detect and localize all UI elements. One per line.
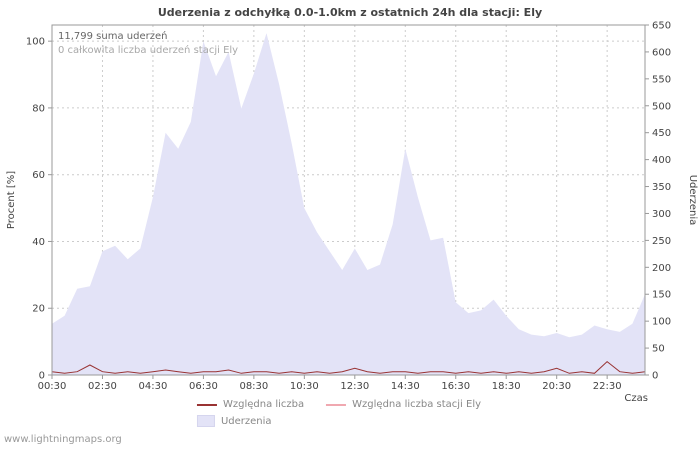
legend-label-relative: Względna liczba: [222, 399, 305, 410]
legend-row-lines: Względna liczba Względna liczba stacji E…: [196, 399, 503, 410]
left-tick-label: 100: [26, 37, 45, 48]
x-tick-label: 18:30: [492, 381, 521, 392]
relative-line-series: [51, 360, 646, 374]
strikes-area-series: [52, 33, 645, 375]
chart-legend: Względna liczba Względna liczba stacji E…: [196, 399, 503, 427]
x-axis-title: Czas: [624, 393, 648, 404]
x-tick-label: 04:30: [139, 381, 168, 392]
left-tick-label: 40: [32, 237, 45, 248]
plot-border: [51, 24, 646, 376]
right-tick-label: 600: [652, 47, 671, 58]
x-tick-label: 00:30: [38, 381, 67, 392]
station-total-annotation: 0 całkowita liczba uderzeń stacji Ely: [58, 45, 239, 56]
watermark-link[interactable]: www.lightningmaps.org: [4, 434, 122, 445]
legend-row-area: Uderzenia: [196, 415, 294, 427]
right-tick-label: 50: [652, 344, 665, 355]
relative-station-line-swatch: [326, 403, 347, 406]
left-tick-label: 20: [32, 304, 45, 315]
right-tick-label: 550: [652, 74, 671, 85]
x-tick-label: 06:30: [189, 381, 218, 392]
right-tick-label: 250: [652, 236, 671, 247]
x-tick-label: 16:30: [441, 381, 470, 392]
right-tick-label: 400: [652, 155, 671, 166]
x-tick-label: 14:30: [391, 381, 420, 392]
total-strikes-annotation: 11,799 suma uderzeń: [58, 31, 168, 42]
x-tick-label: 02:30: [88, 381, 117, 392]
x-tick-label: 20:30: [542, 381, 571, 392]
left-tick-label: 60: [32, 170, 45, 181]
strikes-area-swatch: [196, 415, 215, 427]
chart-title: Uderzenia z odchyłką 0.0-1.0km z ostatni…: [157, 6, 543, 19]
relative-line-swatch: [196, 403, 217, 406]
right-tick-label: 650: [652, 21, 671, 32]
legend-label-relative-station: Względna liczba stacji Ely: [352, 399, 482, 410]
left-tick-label: 80: [32, 103, 45, 114]
x-tick-label: 12:30: [340, 381, 369, 392]
x-tick-label: 10:30: [290, 381, 319, 392]
left-axis-title: Procent [%]: [6, 171, 17, 229]
right-tick-label: 500: [652, 101, 671, 112]
right-tick-label: 0: [652, 371, 658, 382]
right-tick-label: 100: [652, 317, 671, 328]
chart-annotations: 11,799 suma uderzeń 0 całkowita liczba u…: [58, 30, 238, 58]
x-tick-label: 08:30: [239, 381, 268, 392]
right-tick-label: 150: [652, 290, 671, 301]
left-tick-label: 0: [39, 371, 45, 382]
right-tick-label: 450: [652, 128, 671, 139]
legend-label-strikes: Uderzenia: [220, 415, 272, 427]
right-axis-title: Uderzenia: [687, 175, 698, 226]
right-tick-label: 350: [652, 182, 671, 193]
right-tick-label: 300: [652, 209, 671, 220]
right-tick-label: 200: [652, 263, 671, 274]
x-tick-label: 22:30: [593, 381, 622, 392]
